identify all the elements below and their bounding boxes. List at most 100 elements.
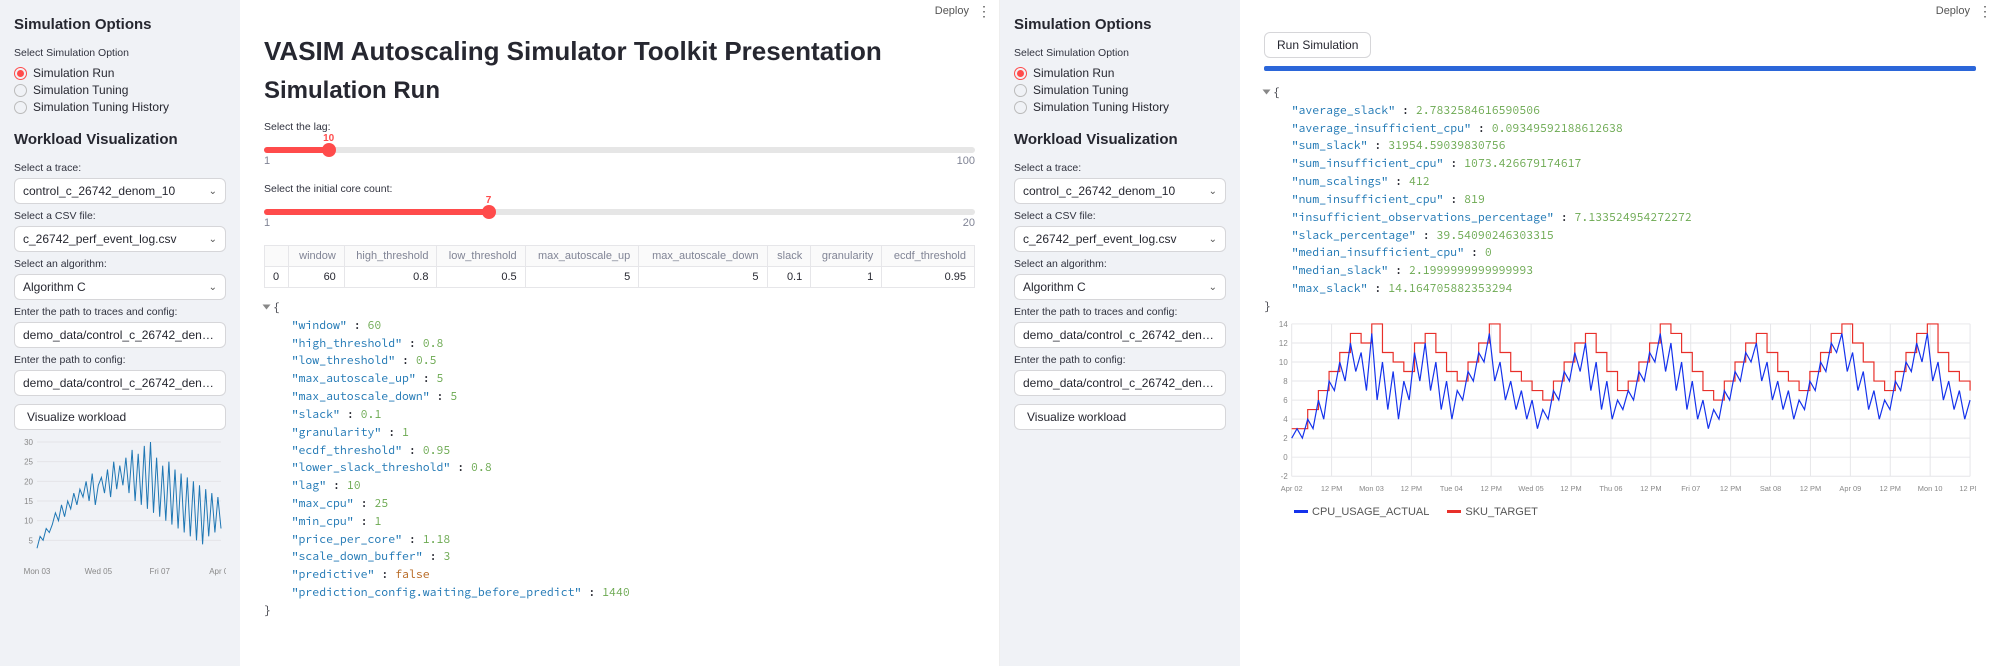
workload-viz-title: Workload Visualization [1014,131,1226,148]
workload-viz-title: Workload Visualization [14,131,226,148]
main-left: Deploy ⋮ VASIM Autoscaling Simulator Too… [240,0,999,666]
radio-sim-run[interactable]: Simulation Run [1014,66,1226,80]
core-slider[interactable]: Select the initial core count: 7 120 [264,183,975,229]
svg-text:12 PM: 12 PM [1959,484,1976,493]
chart-legend: CPU_USAGE_ACTUAL SKU_TARGET [1264,506,1976,518]
radio-dot-icon [1014,67,1027,80]
svg-text:Mon 03: Mon 03 [24,567,51,576]
csv-label: Select a CSV file: [14,210,226,222]
sidebar-right: Simulation Options Select Simulation Opt… [1000,0,1240,666]
svg-text:12 PM: 12 PM [1481,484,1502,493]
sim-options-title: Simulation Options [1014,16,1226,33]
deploy-link[interactable]: Deploy [935,5,969,17]
chevron-down-icon: ⌄ [209,234,217,245]
sim-radio-group: Simulation Run Simulation Tuning Simulat… [1014,63,1226,117]
page-title: VASIM Autoscaling Simulator Toolkit Pres… [264,36,975,67]
chevron-down-icon: ⌄ [209,186,217,197]
chevron-down-icon: ⌄ [1209,282,1217,293]
sidebar-left: Simulation Options Select Simulation Opt… [0,0,240,666]
radio-sim-run[interactable]: Simulation Run [14,66,226,80]
svg-text:5: 5 [29,536,34,545]
svg-text:Apr 02: Apr 02 [1281,484,1303,493]
svg-text:Tue 04: Tue 04 [1440,484,1463,493]
svg-text:10: 10 [24,517,33,526]
main-right: Deploy ⋮ Run Simulation { "average_slack… [1240,0,2000,666]
chevron-down-icon: ⌄ [1209,234,1217,245]
svg-text:Wed 05: Wed 05 [1518,484,1543,493]
svg-text:20: 20 [24,477,33,486]
svg-text:12 PM: 12 PM [1321,484,1342,493]
workload-mini-chart: 5 10 15 20 25 30 Mon 03 Wed 05 Fri 07 Apr 09 [14,438,226,578]
radio-sim-history[interactable]: Simulation Tuning History [1014,100,1226,114]
trace-label: Select a trace: [14,162,226,174]
svg-text:12 PM: 12 PM [1560,484,1581,493]
select-sim-label: Select Simulation Option [14,47,226,59]
svg-text:10: 10 [1279,358,1288,367]
svg-text:Apr 09: Apr 09 [1839,484,1861,493]
algo-label: Select an algorithm: [14,258,226,270]
visualize-button[interactable]: Visualize workload [1014,404,1226,430]
svg-text:12: 12 [1279,338,1288,347]
svg-text:12 PM: 12 PM [1880,484,1901,493]
path1-input[interactable]: demo_data/control_c_26742_denom_1 [1014,322,1226,348]
csv-select[interactable]: c_26742_perf_event_log.csv⌄ [1014,226,1226,252]
radio-dot-icon [14,67,27,80]
svg-text:12 PM: 12 PM [1640,484,1661,493]
sim-radio-group: Simulation Run Simulation Tuning Simulat… [14,63,226,117]
svg-text:30: 30 [24,438,33,447]
run-sim-button[interactable]: Run Simulation [1264,32,1371,58]
path2-input[interactable]: demo_data/control_c_26742_denom_1 [1014,370,1226,396]
chevron-down-icon: ⌄ [1209,186,1217,197]
radio-sim-tuning[interactable]: Simulation Tuning [14,83,226,97]
svg-text:Mon 03: Mon 03 [1359,484,1384,493]
slider-thumb[interactable] [482,205,496,219]
chevron-down-icon: ⌄ [209,282,217,293]
radio-dot-icon [14,84,27,97]
svg-text:25: 25 [24,458,33,467]
csv-select[interactable]: c_26742_perf_event_log.csv⌄ [14,226,226,252]
path1-label: Enter the path to traces and config: [14,306,226,318]
svg-text:Apr 09: Apr 09 [209,567,226,576]
svg-text:Wed 05: Wed 05 [85,567,113,576]
config-json-viewer[interactable]: { "window" : 60 "high_threshold" : 0.8 "… [264,300,975,621]
svg-text:15: 15 [24,497,33,506]
lag-slider[interactable]: Select the lag: 10 1100 [264,121,975,167]
radio-sim-tuning[interactable]: Simulation Tuning [1014,83,1226,97]
algo-select[interactable]: Algorithm C⌄ [14,274,226,300]
trace-select[interactable]: control_c_26742_denom_10⌄ [14,178,226,204]
radio-dot-icon [1014,84,1027,97]
visualize-button[interactable]: Visualize workload [14,404,226,430]
svg-text:2: 2 [1283,434,1287,443]
radio-sim-history[interactable]: Simulation Tuning History [14,100,226,114]
svg-text:8: 8 [1283,377,1288,386]
svg-text:14: 14 [1279,319,1288,328]
path2-label: Enter the path to config: [14,354,226,366]
svg-text:Sat 08: Sat 08 [1760,484,1781,493]
algo-select[interactable]: Algorithm C⌄ [1014,274,1226,300]
deploy-bar: Deploy ⋮ [935,4,991,18]
menu-icon[interactable]: ⋮ [1978,4,1992,18]
sim-options-title: Simulation Options [14,16,226,33]
svg-text:12 PM: 12 PM [1800,484,1821,493]
path2-input[interactable]: demo_data/control_c_26742_denom_1 [14,370,226,396]
deploy-bar: Deploy ⋮ [1936,4,1992,18]
svg-text:6: 6 [1283,396,1288,405]
params-table: windowhigh_thresholdlow_thresholdmax_aut… [264,245,975,288]
section-title: Simulation Run [264,77,975,105]
svg-text:4: 4 [1283,415,1288,424]
trace-select[interactable]: control_c_26742_denom_10⌄ [1014,178,1226,204]
deploy-link[interactable]: Deploy [1936,5,1970,17]
svg-text:Mon 10: Mon 10 [1918,484,1943,493]
timeseries-chart: -2 0 2 4 6 8 10 12 14 Apr 02 12 PM Mon 03 12 PM Tue 0… [1264,317,1976,497]
radio-dot-icon [1014,101,1027,114]
radio-dot-icon [14,101,27,114]
svg-text:-2: -2 [1281,472,1288,481]
menu-icon[interactable]: ⋮ [977,4,991,18]
slider-thumb[interactable] [322,143,336,157]
results-json-viewer[interactable]: { "average_slack" : 2.7832584616590506 "… [1264,85,1976,317]
svg-text:Fri 07: Fri 07 [1681,484,1700,493]
svg-text:12 PM: 12 PM [1401,484,1422,493]
path1-input[interactable]: demo_data/control_c_26742_denom_1 [14,322,226,348]
svg-text:0: 0 [1283,453,1288,462]
svg-text:Fri 07: Fri 07 [149,567,170,576]
